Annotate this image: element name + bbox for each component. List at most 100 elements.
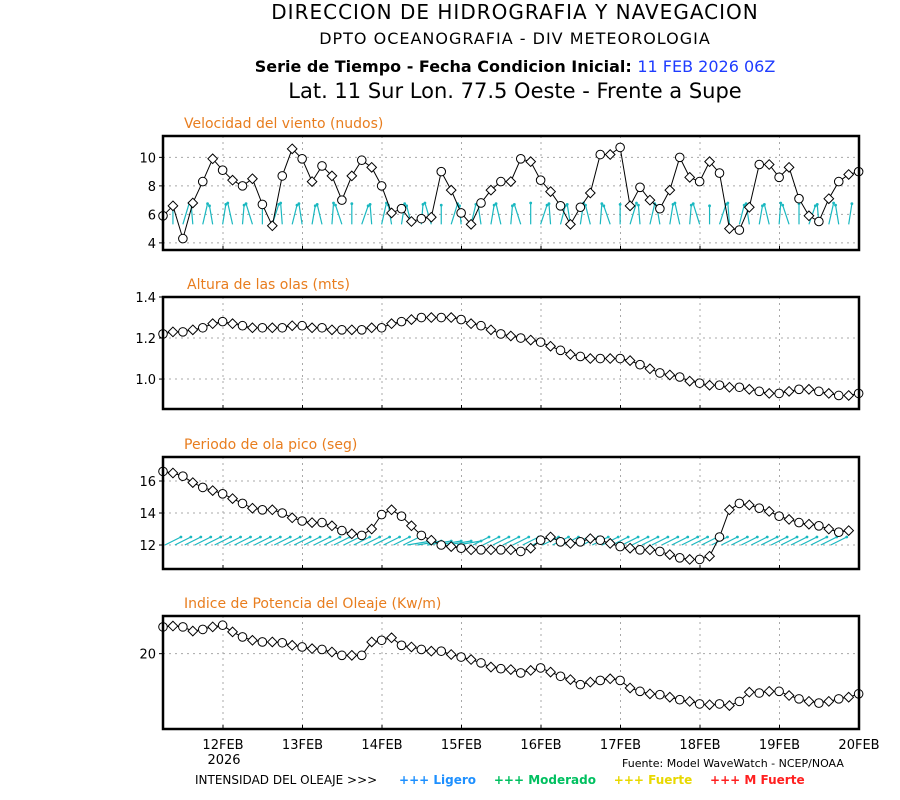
data-point xyxy=(635,182,645,193)
direction-arrow-head xyxy=(439,203,443,207)
data-point xyxy=(326,646,338,658)
data-point xyxy=(476,658,486,668)
direction-arrow-head xyxy=(618,203,622,206)
data-point xyxy=(266,504,278,516)
data-point xyxy=(178,471,188,482)
source-note: Fuente: Model WaveWatch - NCEP/NOAA xyxy=(622,757,844,770)
direction-arrow xyxy=(313,536,331,546)
direction-arrow-head xyxy=(545,203,549,207)
direction-arrow-head xyxy=(421,203,425,206)
data-point xyxy=(833,390,844,401)
direction-arrow-head xyxy=(626,535,630,539)
direction-arrow-head xyxy=(507,535,511,539)
direction-arrow-head xyxy=(388,535,392,539)
data-point xyxy=(425,534,437,546)
data-point xyxy=(743,686,755,698)
direction-arrow-head xyxy=(405,204,409,208)
data-point xyxy=(277,637,288,648)
data-point xyxy=(814,698,824,708)
data-point xyxy=(337,650,347,661)
direction-arrow xyxy=(303,536,321,546)
data-point xyxy=(266,636,278,648)
data-point xyxy=(257,637,268,647)
data-point xyxy=(774,172,784,183)
y-tick-label: 20 xyxy=(139,648,156,663)
data-point xyxy=(167,326,179,338)
direction-arrow-head xyxy=(775,535,779,539)
direction-arrow xyxy=(331,202,335,225)
data-point xyxy=(317,517,327,528)
data-point xyxy=(783,385,795,397)
data-point xyxy=(346,324,358,336)
data-point xyxy=(774,686,784,697)
data-point xyxy=(237,632,248,642)
direction-arrow-head xyxy=(229,535,233,539)
direction-arrow xyxy=(599,203,603,225)
direction-arrow-head xyxy=(805,535,809,539)
direction-arrow xyxy=(202,203,209,225)
direction-arrow-head xyxy=(366,204,370,208)
data-point xyxy=(456,314,466,325)
panel-title: Altura de las olas (mts) xyxy=(187,277,350,293)
data-point xyxy=(525,664,537,676)
data-point xyxy=(425,645,437,657)
data-point xyxy=(814,386,824,397)
direction-arrow-head xyxy=(676,535,680,539)
direction-arrow xyxy=(721,536,738,546)
data-point xyxy=(723,381,735,393)
data-point xyxy=(525,542,537,554)
data-point xyxy=(317,161,327,171)
data-point xyxy=(743,499,755,511)
direction-arrow-head xyxy=(242,203,246,207)
direction-arrow-head xyxy=(646,535,650,539)
direction-arrow xyxy=(381,202,388,225)
data-point xyxy=(445,312,457,324)
data-point xyxy=(197,322,208,333)
data-point xyxy=(167,620,179,632)
direction-arrow xyxy=(273,536,291,546)
data-point xyxy=(505,664,517,676)
direction-arrow-head xyxy=(832,201,836,205)
data-point xyxy=(496,329,506,339)
data-point xyxy=(555,671,566,682)
direction-arrow xyxy=(758,205,764,225)
direction-arrow xyxy=(790,536,808,546)
data-point xyxy=(525,334,537,346)
data-point xyxy=(803,383,815,395)
data-point xyxy=(187,324,199,336)
data-point xyxy=(595,353,606,364)
data-point xyxy=(436,646,447,656)
data-point xyxy=(405,520,417,532)
data-point xyxy=(644,688,656,700)
direction-arrow xyxy=(184,536,202,546)
data-point xyxy=(505,176,517,188)
direction-arrow-head xyxy=(691,202,695,206)
direction-arrow-head xyxy=(308,535,312,539)
data-point xyxy=(485,544,497,556)
data-point xyxy=(306,322,318,334)
data-point xyxy=(823,523,835,535)
data-point xyxy=(525,156,537,168)
direction-arrow xyxy=(353,536,371,546)
direction-arrow-head xyxy=(295,203,299,207)
direction-arrow xyxy=(718,204,727,225)
y-tick-label: 1.0 xyxy=(135,373,156,388)
direction-arrow xyxy=(311,205,316,225)
data-point xyxy=(197,176,208,187)
data-point xyxy=(396,316,407,327)
data-point xyxy=(814,521,824,531)
y-tick-label: 1.4 xyxy=(135,291,156,306)
data-point xyxy=(396,640,407,651)
y-tick-label: 8 xyxy=(148,180,156,195)
data-point xyxy=(476,545,486,555)
direction-arrow xyxy=(510,205,514,225)
data-point xyxy=(246,322,258,334)
data-point xyxy=(445,541,457,553)
data-point xyxy=(783,690,795,702)
y-tick-label: 14 xyxy=(139,507,156,522)
data-point xyxy=(714,168,725,178)
direction-arrow-head xyxy=(815,203,819,206)
direction-arrow xyxy=(393,536,410,546)
data-point xyxy=(774,511,784,522)
